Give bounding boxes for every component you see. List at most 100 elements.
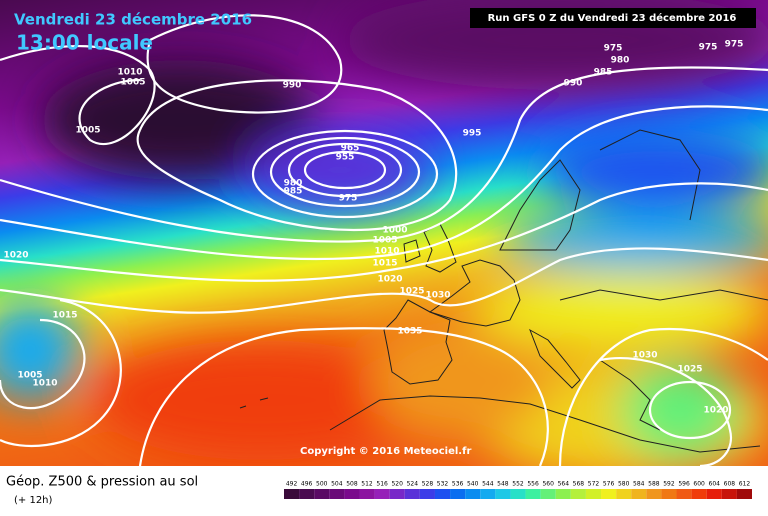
scale-label: 544 <box>482 481 494 488</box>
scale-swatch <box>585 489 602 499</box>
scale-swatch <box>570 489 586 499</box>
isobar-label: 1010 <box>374 247 399 257</box>
isobar-label: 1015 <box>52 311 77 321</box>
scale-swatch <box>676 489 692 499</box>
isobar-label: 1020 <box>703 406 728 416</box>
scale-swatch <box>631 489 647 499</box>
scale-swatch <box>510 489 526 499</box>
scale-swatch <box>646 489 662 499</box>
scale-swatch <box>284 489 300 499</box>
scale-swatch <box>450 489 466 499</box>
scale-swatch <box>525 489 541 499</box>
scale-label: 596 <box>678 481 690 488</box>
scale-label: 520 <box>391 481 403 488</box>
isobar-label: 1005 <box>75 126 100 136</box>
scale-swatch <box>404 489 420 499</box>
isobar-label: 1010 <box>32 379 57 389</box>
isobar-label: 975 <box>339 194 358 204</box>
scale-swatch <box>721 489 737 499</box>
scale-swatch <box>555 489 571 499</box>
isobar-label: 985 <box>284 187 303 197</box>
scale-swatch <box>495 489 511 499</box>
scale-swatch <box>314 489 330 499</box>
isobar-label: 975 <box>699 43 718 53</box>
scale-label: 612 <box>739 481 751 488</box>
scale-swatch <box>419 489 435 499</box>
scale-swatch <box>299 489 315 499</box>
scale-label: 496 <box>301 481 313 488</box>
isobar-label: 990 <box>283 81 302 91</box>
scale-label: 536 <box>452 481 464 488</box>
scale-label: 492 <box>286 481 298 488</box>
scale-swatch <box>691 489 707 499</box>
isobar-label: 980 <box>611 56 630 66</box>
isobar-label: 1020 <box>377 275 402 285</box>
scale-label: 584 <box>633 481 645 488</box>
isobar-label: 1000 <box>382 226 407 236</box>
isobar-label: 1005 <box>120 78 145 88</box>
scale-label: 508 <box>346 481 358 488</box>
scale-label: 560 <box>542 481 554 488</box>
isobar-label: 1025 <box>399 287 424 297</box>
isobar-label: 1035 <box>397 327 422 337</box>
scale-swatch <box>601 489 617 499</box>
valid-time: 13:00 locale <box>16 31 153 55</box>
scale-label: 572 <box>588 481 600 488</box>
scale-label: 500 <box>316 481 328 488</box>
isobar-label: 1030 <box>425 291 450 301</box>
scale-label: 504 <box>331 481 343 488</box>
isobar-label: 1005 <box>372 236 397 246</box>
footer-title: Géop. Z500 & pression au sol <box>6 475 198 490</box>
isobar-label: 975 <box>604 44 623 54</box>
scale-label: 552 <box>512 481 524 488</box>
scale-label: 568 <box>573 481 585 488</box>
scale-label: 564 <box>558 481 570 488</box>
scale-label: 604 <box>709 481 721 488</box>
scale-label: 548 <box>497 481 509 488</box>
scale-swatch <box>389 489 405 499</box>
scale-label: 608 <box>724 481 736 488</box>
run-info: Run GFS 0 Z du Vendredi 23 décembre 2016 <box>488 12 737 24</box>
coastlines <box>239 129 768 453</box>
isobar-label: 965 <box>341 144 360 154</box>
isobar-label: 990 <box>564 79 583 89</box>
valid-date: Vendredi 23 décembre 2016 <box>14 11 252 29</box>
footer-lead: (+ 12h) <box>14 495 53 506</box>
scale-swatch <box>329 489 345 499</box>
scale-label: 588 <box>648 481 660 488</box>
scale-swatch <box>434 489 451 499</box>
scale-swatch <box>661 489 677 499</box>
isobar-label: 985 <box>594 68 613 78</box>
scale-label: 512 <box>361 481 373 488</box>
isobar-label: 980 <box>284 179 303 189</box>
isobar-label: 995 <box>463 129 482 139</box>
scale-swatch <box>736 489 752 499</box>
scale-swatch <box>616 489 632 499</box>
scale-label: 576 <box>603 481 615 488</box>
scale-label: 528 <box>422 481 434 488</box>
scale-swatch <box>706 489 722 499</box>
scale-swatch <box>540 489 556 499</box>
scale-label: 580 <box>618 481 630 488</box>
scale-label: 600 <box>693 481 705 488</box>
isobar-label: 955 <box>336 153 355 163</box>
isobar-label: 1025 <box>677 365 702 375</box>
scale-swatch <box>480 489 496 499</box>
isobars <box>0 14 768 466</box>
scale-swatch <box>374 489 390 499</box>
scale-swatch <box>344 489 360 499</box>
scale-label: 516 <box>376 481 388 488</box>
run-box <box>470 8 756 28</box>
isobar-label: 1015 <box>372 259 397 269</box>
scale-label: 540 <box>467 481 479 488</box>
scale-swatch <box>359 489 375 499</box>
color-scale: 492 496 500 504 508 512 516 520 524 528 532 536 540 5… <box>284 481 752 499</box>
scale-label: 532 <box>437 481 449 488</box>
scale-label: 592 <box>663 481 675 488</box>
isobar-label: 975 <box>725 40 744 50</box>
scale-label: 556 <box>527 481 539 488</box>
isobar-label: 1005 <box>17 371 42 381</box>
